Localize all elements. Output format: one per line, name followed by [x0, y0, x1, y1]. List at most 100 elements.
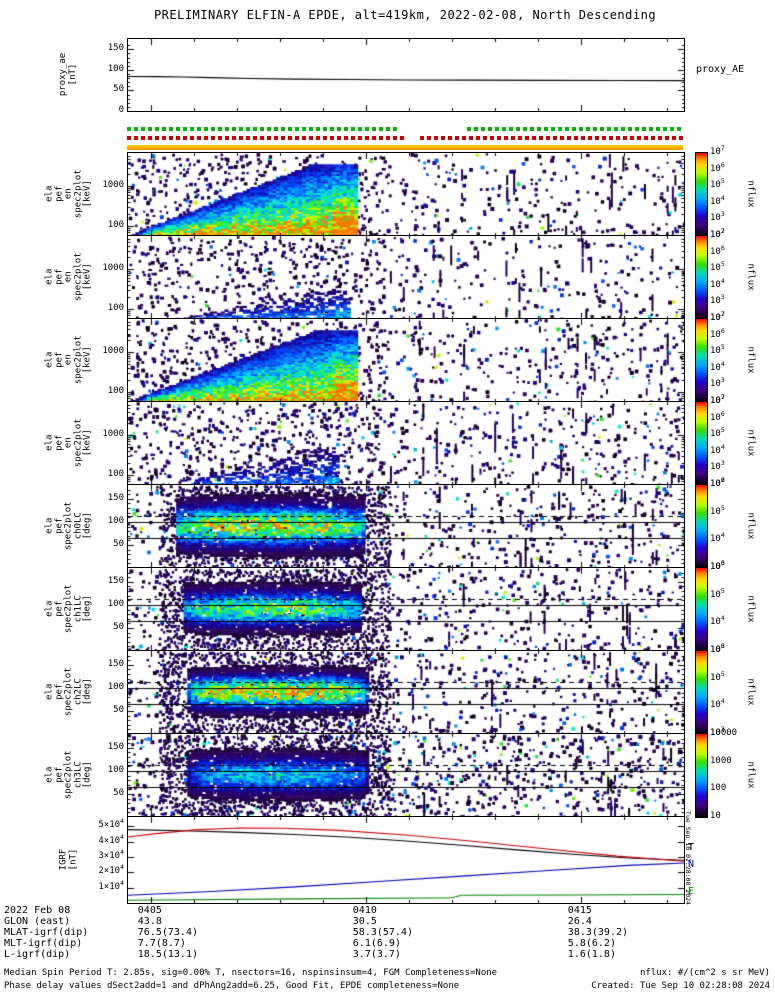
proxy-ytick: 150: [107, 43, 124, 54]
spec-ylabel-ch1LC-text: ela pef spec2plot ch1LC [deg]: [44, 584, 93, 633]
spec-panel-en-0: [127, 152, 685, 237]
colorbar-tick-label: 103: [710, 376, 725, 390]
colorbar-tick-label: 104: [710, 359, 725, 373]
nflux-label: nflux: [746, 428, 756, 457]
colorbar-tick-label: 105: [710, 177, 725, 191]
igrf-ylabel-text: IGRF [nT]: [58, 848, 79, 870]
proxy-ae-panel: [127, 38, 685, 112]
annotation-value: 0415: [567, 905, 592, 916]
colorbar-tick-label: 105: [710, 343, 725, 357]
annotation-value: 18.5(13.1): [137, 949, 198, 960]
colorbar: [695, 401, 708, 486]
colorbar-unit: nflux: [744, 733, 758, 816]
spec-panel-en-3: [127, 401, 685, 486]
annotation-value: 0405: [137, 905, 162, 916]
spec-panel-en-1-canvas: [128, 236, 684, 319]
igrf-ytick: 5×104: [98, 817, 124, 831]
quality-bar-red: [127, 136, 405, 140]
igrf-panel: [127, 816, 685, 904]
colorbar-tick-label: 107: [710, 393, 725, 406]
spec-ylabel-ch1LC: ela pef spec2plot ch1LC [deg]: [38, 567, 100, 650]
annotation-value: 26.4: [567, 916, 592, 927]
spec-ylabel-en-1-text: ela pef en spec2plot [keV]: [44, 252, 93, 301]
spec-ylabel-ch0LC: ela pef spec2plot ch0LC [deg]: [38, 484, 100, 567]
plot-title: PRELIMINARY ELFIN-A EPDE, alt=419km, 202…: [153, 8, 657, 22]
annotation-value: 30.5: [352, 916, 377, 927]
igrf-ylabel: IGRF [nT]: [38, 816, 100, 902]
footer-line1: Median Spin Period T: 2.85s, sig=0.00% T…: [4, 968, 498, 978]
spec-ytick: 50: [113, 787, 124, 798]
colorbar-tick-label: 103: [710, 459, 725, 473]
colorbar-tick-label: 105: [710, 669, 725, 683]
spec-panel-en-2-canvas: [128, 319, 684, 402]
quality-bar-orange: [127, 145, 683, 150]
colorbar: [695, 567, 708, 652]
colorbar: [695, 733, 708, 818]
proxy-ae-panel-canvas: [128, 39, 684, 111]
colorbar-tick-label: 105: [710, 260, 725, 274]
annotation-row-label: 2022 Feb 08: [4, 905, 71, 916]
spec-ytick: 150: [107, 492, 124, 503]
colorbar-tick-label: 102: [710, 476, 725, 489]
footer-line2: Phase delay values dSect2add=1 and dPhAn…: [4, 981, 460, 991]
spec-ytick: 1000: [102, 180, 124, 191]
colorbar-tick-label: 106: [710, 409, 725, 423]
spec-ylabel-ch3LC: ela pef spec2plot ch3LC [deg]: [38, 733, 100, 816]
annotation-value: 5.8(6.2): [567, 938, 616, 949]
annotation-value: 38.3(39.2): [567, 927, 629, 938]
colorbar-tick-label: 100: [710, 783, 727, 794]
spec-panel-en-3-canvas: [128, 402, 684, 485]
colorbar-tick-label: 105: [710, 426, 725, 440]
annotation-value: 43.8: [137, 916, 162, 927]
quality-bar-red: [420, 136, 683, 140]
colorbar-unit: nflux: [744, 484, 758, 567]
colorbar-tick-label: 106: [710, 160, 725, 174]
annotation-value: 1.6(1.8): [567, 949, 616, 960]
colorbar-unit: nflux: [744, 235, 758, 318]
spec-panel-en-2: [127, 318, 685, 403]
colorbar-tick-label: 104: [710, 614, 725, 628]
colorbar-tick-label: 103: [710, 210, 725, 224]
spec-ylabel-ch2LC: ela pef spec2plot ch2LC [deg]: [38, 650, 100, 733]
quality-bar-green: [127, 127, 398, 131]
annotation-value: 0410: [352, 905, 377, 916]
igrf-ytick: 2×104: [98, 863, 124, 877]
igrf-ytick: 1×104: [98, 878, 124, 892]
spec-ytick: 50: [113, 704, 124, 715]
colorbar-tick-label: 106: [710, 559, 725, 572]
colorbar-unit: nflux: [744, 567, 758, 650]
nflux-label: nflux: [746, 179, 756, 208]
spec-panel-ch1LC-canvas: [128, 568, 684, 651]
spec-ylabel-en-0: ela pef en spec2plot [keV]: [38, 152, 100, 235]
spec-ytick: 150: [107, 575, 124, 586]
colorbar-tick-label: 104: [710, 193, 725, 207]
spec-ylabel-ch2LC-text: ela pef spec2plot ch2LC [deg]: [44, 667, 93, 716]
nflux-label: nflux: [746, 262, 756, 291]
spec-panel-ch0LC-canvas: [128, 485, 684, 568]
colorbar: [695, 235, 708, 320]
spec-panel-ch3LC: [127, 733, 685, 818]
colorbar-tick-label: 107: [710, 227, 725, 240]
spec-ytick: 100: [107, 598, 124, 609]
spec-ylabel-en-2: ela pef en spec2plot [keV]: [38, 318, 100, 401]
annotation-value: 76.5(73.4): [137, 927, 198, 938]
colorbar-tick-label: 103: [710, 725, 725, 738]
spec-ytick: 1000: [102, 346, 124, 357]
igrf-ytick: 4×104: [98, 832, 124, 846]
igrf-line-label-N: N: [688, 858, 695, 870]
spec-panel-ch1LC: [127, 567, 685, 652]
colorbar-tick-label: 103: [710, 559, 725, 572]
spec-panel-ch2LC-canvas: [128, 651, 684, 734]
spec-ylabel-ch3LC-text: ela pef spec2plot ch3LC [deg]: [44, 750, 93, 799]
colorbar: [695, 484, 708, 569]
colorbar: [695, 650, 708, 735]
annotation-row-label: L-igrf(dip): [4, 949, 71, 960]
spec-ytick: 100: [107, 681, 124, 692]
spec-panel-ch3LC-canvas: [128, 734, 684, 817]
colorbar-unit: nflux: [744, 650, 758, 733]
colorbar-tick-label: 104: [710, 697, 725, 711]
proxy-ae-right-label: proxy_AE: [696, 64, 745, 75]
igrf-panel-canvas: [128, 817, 684, 903]
proxy-ytick: 50: [113, 84, 124, 95]
